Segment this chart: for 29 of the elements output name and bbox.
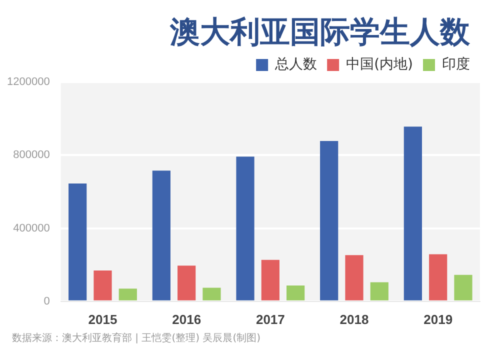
x-tick-label: 2015 xyxy=(88,312,118,327)
y-tick-label: 400000 xyxy=(13,222,50,234)
bar xyxy=(236,156,254,300)
x-tick-label: 2017 xyxy=(256,312,285,327)
y-tick-label: 800000 xyxy=(13,149,50,162)
bar xyxy=(202,288,221,300)
x-tick-label: 2018 xyxy=(340,312,369,327)
bar xyxy=(152,170,170,300)
bar xyxy=(454,274,472,300)
bar xyxy=(178,266,196,300)
legend-label: 总人数 xyxy=(274,56,318,73)
x-tick-label: 2016 xyxy=(172,312,202,327)
bar xyxy=(261,260,280,300)
legend-label: 印度 xyxy=(442,56,470,73)
bar xyxy=(320,141,338,300)
source-note: 数据来源：澳大利亚教育部 | 王恺雯(整理) 吴辰晨(制图) xyxy=(12,332,261,345)
y-tick-label: 1200000 xyxy=(6,76,50,88)
bar xyxy=(286,285,305,300)
bar xyxy=(94,270,112,300)
x-tick-label: 2019 xyxy=(424,312,453,327)
legend-label: 中国(内地) xyxy=(346,56,414,73)
chart-title: 澳大利亚国际学生人数 xyxy=(170,14,470,52)
y-tick-label: 0 xyxy=(44,295,50,308)
bar xyxy=(429,254,448,300)
bar xyxy=(345,255,364,300)
bar xyxy=(68,183,87,300)
bar xyxy=(118,288,137,300)
bar xyxy=(370,282,388,300)
bar xyxy=(404,126,422,300)
